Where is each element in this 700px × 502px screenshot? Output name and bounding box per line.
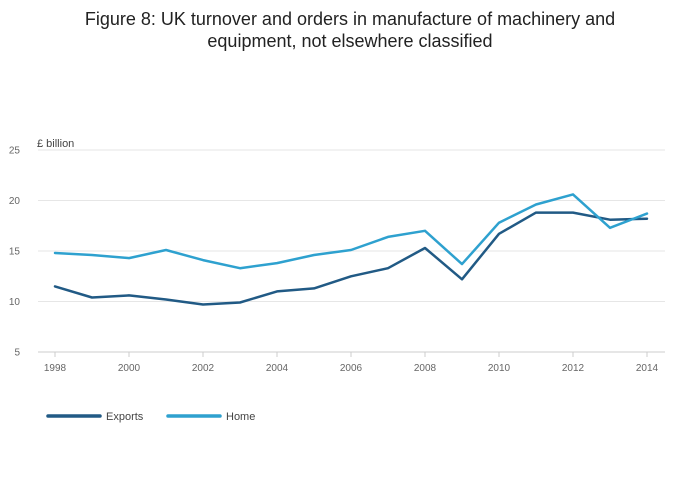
legend-label-home: Home [226,411,255,423]
x-tick-label: 2012 [562,363,585,374]
y-tick-label: 10 [9,297,21,308]
x-tick-label: 2014 [636,363,659,374]
legend: Exports Home [46,411,255,423]
series-line-exports [53,211,649,306]
chart-title-line-1: Figure 8: UK turnover and orders in manu… [84,9,616,29]
y-tick-label: 5 [14,348,20,359]
x-tick-label: 2002 [192,363,215,374]
series-lines [53,193,649,306]
series-line-home [53,193,649,270]
chart-title-line-2: equipment, not elsewhere classified [207,31,493,51]
x-tick-label: 1998 [44,363,67,374]
x-tick-label: 2008 [414,363,437,374]
chart-title: Figure 8: UK turnover and orders in manu… [0,8,700,52]
x-tick-label: 2000 [118,363,141,374]
x-tick-label: 2004 [266,363,289,374]
x-tick-label: 2010 [488,363,511,374]
y-axis-unit-label: £ billion [37,138,74,150]
y-tick-label: 25 [9,146,21,157]
x-tick-label: 2006 [340,363,363,374]
axes: 5 10 15 20 25 1998 2000 2002 2004 2006 2008 2010 201… [9,146,659,375]
y-tick-label: 15 [9,247,21,258]
legend-label-exports: Exports [106,411,144,423]
y-tick-label: 20 [9,196,21,207]
